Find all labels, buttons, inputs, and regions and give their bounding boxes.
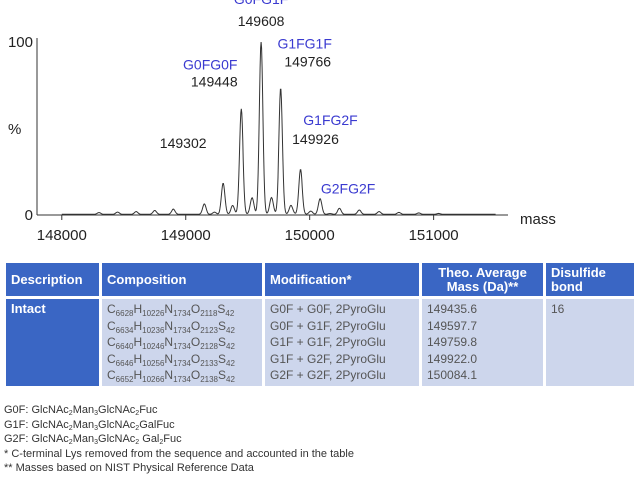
x-axis-label: mass (520, 211, 556, 228)
x-tick-label: 151000 (409, 227, 459, 244)
disulfide-cell: 16 (546, 299, 634, 386)
peak-glycan-label: G2FG2F (321, 180, 375, 196)
footnote-nist: ** Masses based on NIST Physical Referen… (4, 462, 254, 475)
mass-value: 150084.1 (427, 368, 478, 383)
peak-glycan-label: G1FG1F (277, 36, 331, 52)
y-tick-label: 0 (25, 207, 33, 224)
header-modification: Modification* (265, 263, 419, 296)
modification-cell: G0F + G0F, 2PyroGlu G0F + G1F, 2PyroGlu G1… (265, 299, 419, 386)
footnote-g2f: G2F: GlcNAc2Man3GlcNAc2 Gal2Fuc (4, 433, 182, 447)
modification-text: G1F + G2F, 2PyroGlu (270, 351, 386, 366)
composition-formula: C6646H10256N1734O2133S42 (107, 351, 235, 368)
footnote-g1f: G1F: GlcNAc2Man3GlcNAc2GalFuc (4, 418, 175, 432)
x-tick-label: 150000 (285, 227, 335, 244)
mass-value: 149759.8 (427, 335, 478, 350)
peak-mass-label: 149766 (284, 54, 331, 70)
y-tick-label: 100 (8, 34, 33, 51)
table-row: Intact C6628H10226N1734O2118S42 C6634H102… (6, 299, 634, 386)
modification-text: G1F + G1F, 2PyroGlu (270, 335, 386, 350)
spectrum-trace (61, 41, 496, 215)
peak-mass-label: 149302 (160, 135, 207, 151)
x-tick-label: 149000 (161, 227, 211, 244)
composition-formula: C6652H10266N1734O2138S42 (107, 368, 235, 385)
composition-cell: C6628H10226N1734O2118S42 C6634H10236N1734… (102, 299, 262, 386)
mass-cell: 149435.6 149597.7 149759.8 149922.0 150084.1 (422, 299, 543, 386)
header-mass: Theo. Average Mass (Da)** (422, 263, 543, 296)
composition-table: Description Composition Modification* Th… (3, 260, 637, 389)
table-header-row: Description Composition Modification* Th… (6, 263, 634, 296)
footnotes: G0F: GlcNAc2Man3GlcNAc2Fuc G1F: GlcNAc2M… (4, 403, 354, 476)
peak-glycan-label: G0FG1F (234, 0, 288, 7)
mass-spectrum-chart: 148000 149000 150000 151000 0 100 149302 14944… (8, 0, 556, 244)
footnote-lys: * C-terminal Lys removed from the sequen… (4, 447, 354, 460)
y-axis-label: % (8, 121, 21, 138)
header-composition: Composition (102, 263, 262, 296)
peak-glycan-label: G0FG0F (183, 56, 237, 72)
composition-formula: C6634H10236N1734O2123S42 (107, 318, 235, 335)
x-tick-label: 148000 (37, 227, 87, 244)
footnote-g0f: G0F: GlcNAc2Man3GlcNAc2Fuc (4, 404, 158, 417)
peak-glycan-label: G1FG2F (303, 112, 357, 128)
modification-text: G0F + G0F, 2PyroGlu (270, 302, 386, 316)
mass-value: 149435.6 (427, 302, 478, 316)
header-description: Description (6, 263, 99, 296)
mass-value: 149597.7 (427, 318, 478, 333)
peak-mass-label: 149608 (238, 13, 285, 29)
mass-value: 149922.0 (427, 351, 478, 366)
composition-formula: C6628H10226N1734O2118S42 (107, 302, 235, 318)
peak-mass-label: 149448 (191, 73, 238, 89)
peak-mass-label: 149926 (292, 131, 339, 147)
description-cell: Intact (6, 299, 99, 386)
chart-axes: 148000 149000 150000 151000 0 100 (8, 34, 508, 244)
composition-formula: C6640H10246N1734O2128S42 (107, 335, 235, 352)
modification-text: G0F + G1F, 2PyroGlu (270, 318, 386, 333)
modification-text: G2F + G2F, 2PyroGlu (270, 368, 386, 383)
header-disulfide: Disulfide bond (546, 263, 634, 296)
